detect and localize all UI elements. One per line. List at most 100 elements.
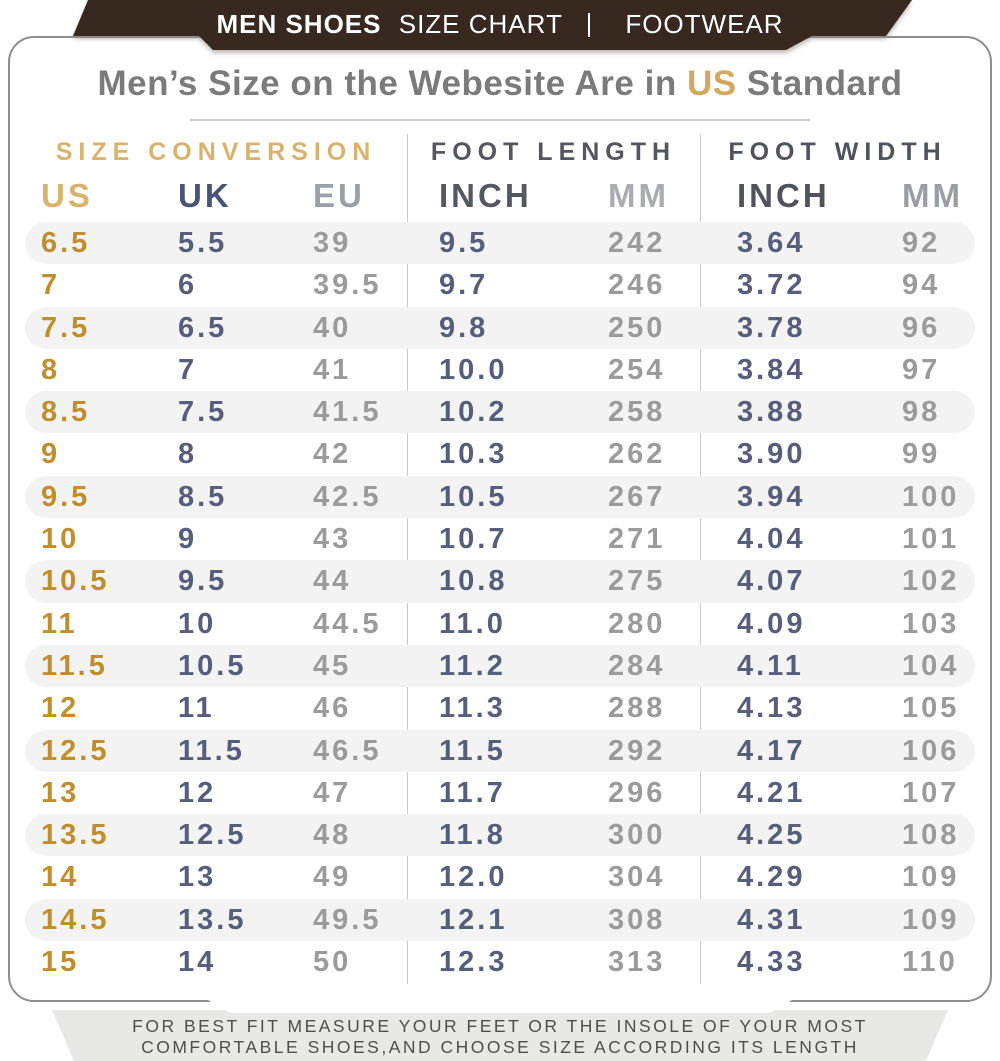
cell-eu-col3-row8: 43 — [313, 523, 352, 556]
col-header-mm-wid: MM — [902, 177, 963, 214]
cell-uk-col2-row7: 8.5 — [178, 480, 228, 513]
cell-eu-col3-row18: 50 — [313, 946, 352, 979]
cell-eu-col3-row10: 44.5 — [313, 607, 382, 640]
col-header-inch-wid: INCH — [737, 177, 830, 214]
cell-mm-col5-row16: 304 — [608, 861, 666, 894]
cell-us-col1-row11: 11.5 — [41, 649, 108, 682]
table-row: 12.5 11.5 46.5 11.5 292 4.17 106 — [25, 729, 975, 772]
cell-mm-col5-row1: 242 — [608, 227, 666, 259]
cell-mm-col7-row5: 98 — [902, 396, 941, 429]
cell-inch-col6-row5: 3.88 — [737, 396, 806, 429]
cell-us-col1-row12: 12 — [41, 692, 80, 725]
cell-uk-col2-row17: 13.5 — [178, 903, 247, 936]
cell-uk-col2-row1: 5.5 — [178, 227, 228, 259]
cell-inch-col6-row9: 4.07 — [737, 565, 806, 598]
cell-inch-col4-row14: 11.7 — [439, 776, 506, 809]
cell-us-col1-row5: 8.5 — [41, 396, 91, 429]
cell-inch-col4-row7: 10.5 — [439, 480, 508, 513]
cell-uk-col2-row3: 6.5 — [178, 311, 228, 344]
cell-mm-col5-row7: 267 — [608, 480, 666, 513]
table-row: 7 6 39.5 9.7 246 3.72 94 — [25, 264, 975, 306]
cell-us-col1-row16: 14 — [41, 861, 80, 894]
cell-mm-col5-row17: 308 — [608, 903, 666, 936]
cell-mm-col5-row2: 246 — [608, 269, 666, 302]
cell-inch-col4-row10: 11.0 — [439, 607, 506, 640]
footer-note: FOR BEST FIT MEASURE YOUR FEET OR THE IN… — [52, 1010, 948, 1061]
cell-inch-col4-row15: 11.8 — [439, 819, 506, 852]
cell-inch-col4-row3: 9.8 — [439, 311, 489, 344]
top-banner: MEN SHOES SIZE CHART FOOTWEAR — [0, 0, 1000, 54]
cell-inch-col6-row2: 3.72 — [737, 269, 806, 302]
cell-uk-col2-row14: 12 — [178, 776, 217, 809]
column-header-row: US UK EU INCH MM INCH MM — [25, 170, 975, 222]
cell-eu-col3-row11: 45 — [313, 649, 352, 682]
cell-us-col1-row18: 15 — [41, 946, 80, 979]
cell-mm-col5-row11: 284 — [608, 649, 666, 682]
cell-uk-col2-row15: 12.5 — [178, 819, 247, 852]
cell-mm-col7-row9: 102 — [902, 565, 960, 598]
table-row: 14 13 49 12.0 304 4.29 109 — [25, 856, 975, 898]
cell-mm-col7-row7: 100 — [902, 480, 960, 513]
cell-us-col1-row3: 7.5 — [41, 311, 91, 344]
cell-eu-col3-row13: 46.5 — [313, 734, 382, 767]
divider-bar-icon — [588, 13, 591, 37]
cell-uk-col2-row2: 6 — [178, 269, 198, 302]
group-size-conversion: SIZE CONVERSION — [55, 138, 377, 166]
cell-mm-col7-row14: 107 — [902, 776, 960, 809]
cell-us-col1-row7: 9.5 — [41, 480, 91, 513]
table-row: 9.5 8.5 42.5 10.5 267 3.94 100 — [25, 475, 975, 519]
cell-us-col1-row8: 10 — [41, 523, 80, 556]
cell-inch-col4-row16: 12.0 — [439, 861, 508, 894]
cell-inch-col6-row18: 4.33 — [737, 946, 806, 979]
table-row: 10 9 43 10.7 271 4.04 101 — [25, 518, 975, 560]
cell-mm-col5-row13: 292 — [608, 734, 666, 767]
table-row: 8 7 41 10.0 254 3.84 97 — [25, 349, 975, 391]
cell-mm-col7-row18: 110 — [902, 946, 958, 979]
cell-mm-col5-row9: 275 — [608, 565, 666, 598]
table-divider-right — [700, 134, 701, 984]
cell-inch-col6-row16: 4.29 — [737, 861, 806, 894]
cell-uk-col2-row10: 10 — [178, 607, 217, 640]
group-foot-width: FOOT WIDTH — [728, 138, 947, 166]
cell-inch-col6-row14: 4.21 — [737, 776, 806, 809]
table-row: 7.5 6.5 40 9.8 250 3.78 96 — [25, 306, 975, 349]
cell-eu-col3-row16: 49 — [313, 861, 352, 894]
cell-mm-col5-row5: 258 — [608, 396, 666, 429]
col-header-uk: UK — [178, 177, 232, 214]
size-table: SIZE CONVERSION FOOT LENGTH FOOT WIDTH U… — [25, 134, 975, 983]
card-bottom-tab — [208, 1000, 792, 1013]
footer-note-line2: COMFORTABLE SHOES,AND CHOOSE SIZE ACCORD… — [141, 1037, 859, 1057]
cell-inch-col6-row4: 3.84 — [737, 353, 806, 386]
banner-title-right: FOOTWEAR — [625, 9, 784, 39]
group-foot-length: FOOT LENGTH — [430, 138, 677, 166]
cell-mm-col7-row11: 104 — [902, 649, 960, 682]
cell-uk-col2-row9: 9.5 — [178, 565, 228, 598]
col-header-inch-len: INCH — [439, 177, 532, 214]
cell-mm-col5-row4: 254 — [608, 353, 666, 386]
cell-inch-col6-row15: 4.25 — [737, 819, 806, 852]
cell-uk-col2-row16: 13 — [178, 861, 217, 894]
cell-eu-col3-row17: 49.5 — [313, 903, 382, 936]
cell-us-col1-row6: 9 — [41, 438, 61, 471]
cell-mm-col7-row4: 97 — [902, 353, 941, 386]
cell-mm-col5-row15: 300 — [608, 819, 666, 852]
table-row: 11 10 44.5 11.0 280 4.09 103 — [25, 603, 975, 645]
cell-mm-col5-row6: 262 — [608, 438, 666, 471]
col-header-us: US — [41, 177, 93, 214]
cell-uk-col2-row13: 11.5 — [178, 734, 245, 767]
table-row: 12 11 46 11.3 288 4.13 105 — [25, 687, 975, 729]
page-title-suffix: Standard — [736, 64, 903, 103]
cell-eu-col3-row14: 47 — [313, 776, 352, 809]
cell-uk-col2-row6: 8 — [178, 438, 198, 471]
cell-uk-col2-row4: 7 — [178, 353, 198, 386]
cell-us-col1-row10: 11 — [41, 607, 78, 640]
cell-uk-col2-row8: 9 — [178, 523, 198, 556]
cell-inch-col6-row3: 3.78 — [737, 311, 806, 344]
cell-inch-col6-row10: 4.09 — [737, 607, 806, 640]
cell-inch-col4-row11: 11.2 — [439, 649, 506, 682]
cell-mm-col7-row13: 106 — [902, 734, 960, 767]
page-title-prefix: Men’s Size on the Webesite Are in — [97, 64, 687, 103]
cell-mm-col7-row3: 96 — [902, 311, 941, 344]
banner-title-regular: SIZE CHART — [398, 9, 563, 39]
footer-note-line1: FOR BEST FIT MEASURE YOUR FEET OR THE IN… — [132, 1016, 868, 1036]
